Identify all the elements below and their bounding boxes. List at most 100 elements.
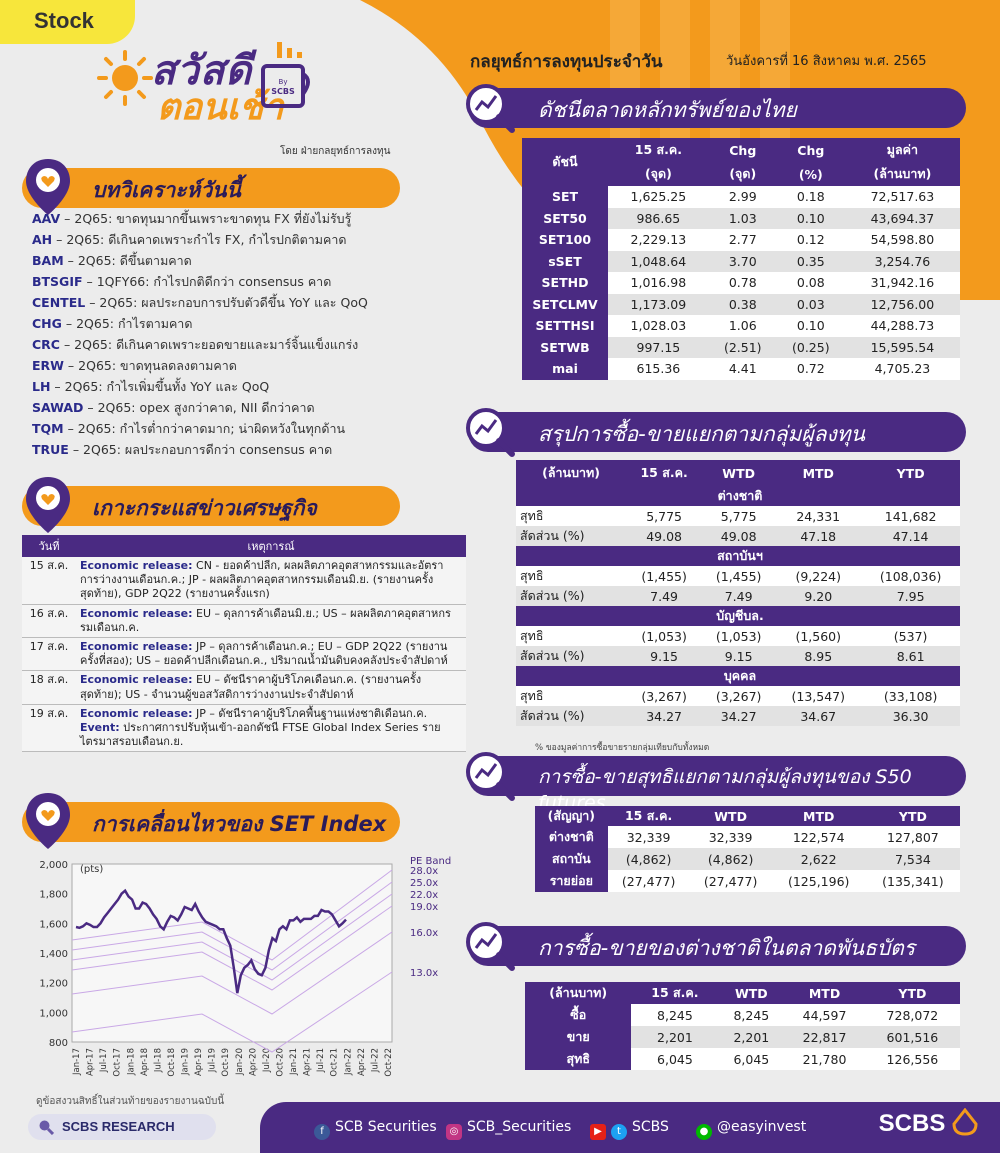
investor-row: สุทธิ (1,053) (1,053) (1,560) (537) bbox=[516, 626, 960, 646]
bond-row: ซื้อ 8,245 8,245 44,597 728,072 bbox=[525, 1004, 960, 1026]
research-badge[interactable]: SCBS RESEARCH bbox=[28, 1114, 216, 1140]
index-cell: 1,625.25 bbox=[608, 186, 709, 208]
analysis-ticker[interactable]: AAV bbox=[32, 211, 61, 226]
bond-header: YTD bbox=[864, 982, 960, 1004]
investor-cell: (1,053) bbox=[626, 626, 703, 646]
analysis-desc: – 2Q65: ผลประกอบการปรับตัวดีขึ้น YoY และ… bbox=[85, 295, 368, 310]
x-tick-label: Jan-19 bbox=[181, 1048, 191, 1076]
investor-cell: 7.95 bbox=[861, 586, 960, 606]
fut-header: YTD bbox=[865, 806, 960, 826]
search-icon bbox=[38, 1119, 55, 1138]
facebook-label: SCB Securities bbox=[335, 1119, 437, 1135]
idx-header-name: ดัชนี bbox=[522, 138, 608, 186]
analysis-item: TRUE – 2Q65: ผลประกอบการดีกว่า consensus… bbox=[32, 439, 452, 460]
news-date: 16 ส.ค. bbox=[22, 604, 76, 639]
investor-cell: 9.15 bbox=[626, 646, 703, 666]
section-investor: สรุปการซื้อ-ขายแยกตามกลุ่มผู้ลงทุน bbox=[466, 408, 966, 457]
bond-cell: 2,201 bbox=[631, 1026, 719, 1048]
x-tick-label: Jul-22 bbox=[370, 1048, 380, 1073]
y-tick-label: 1,600 bbox=[39, 919, 68, 930]
index-cell: 0.12 bbox=[776, 229, 845, 251]
futures-row-label: ต่างชาติ bbox=[535, 826, 608, 848]
investor-cell: (1,455) bbox=[702, 566, 776, 586]
line-link[interactable]: ● @easyinvest bbox=[696, 1119, 806, 1140]
index-name: SET50 bbox=[522, 207, 608, 229]
sun-icon bbox=[97, 50, 153, 106]
analysis-item: CENTEL – 2Q65: ผลประกอบการปรับตัวดีขึ้น … bbox=[32, 292, 452, 313]
pe-band-line bbox=[71, 893, 393, 981]
magnifier-chart-icon bbox=[466, 752, 515, 801]
index-cell: 986.65 bbox=[608, 207, 709, 229]
analysis-ticker[interactable]: TQM bbox=[32, 421, 64, 436]
scbs-logo: SCBS bbox=[879, 1107, 978, 1138]
analysis-item: SAWAD – 2Q65: opex สูงกว่าคาด, NII ดีกว่… bbox=[32, 397, 452, 418]
analysis-ticker[interactable]: LH bbox=[32, 379, 51, 394]
section-index: ดัชนีตลาดหลักทรัพย์ของไทย bbox=[466, 84, 966, 133]
investor-group: บุคคล bbox=[516, 666, 960, 686]
analysis-desc: – 2Q65: ผลประกอบการดีกว่า consensus คาด bbox=[68, 442, 333, 457]
investor-cell: 24,331 bbox=[775, 506, 862, 526]
research-label: SCBS RESEARCH bbox=[62, 1119, 175, 1134]
analysis-item: CHG – 2Q65: กำไรตามคาด bbox=[32, 313, 452, 334]
instagram-link[interactable]: ◎ SCB_Securities bbox=[446, 1119, 571, 1140]
analysis-desc: – 2Q65: ดีเกินคาดเพราะยอดขายและมาร์จิ้นแ… bbox=[59, 337, 359, 352]
investor-group-name: ต่างชาติ bbox=[516, 486, 960, 506]
investor-row-label: สัดส่วน (%) bbox=[516, 586, 627, 606]
disclaimer: ดูข้อสงวนสิทธิ์ในส่วนท้ายของรายงานฉบับนี… bbox=[36, 1096, 225, 1107]
futures-cell: 32,339 bbox=[607, 826, 690, 848]
index-cell: 1,173.09 bbox=[608, 293, 709, 315]
index-name: SETTHSI bbox=[522, 315, 608, 337]
analysis-ticker[interactable]: AH bbox=[32, 232, 53, 247]
bond-cell: 728,072 bbox=[864, 1004, 960, 1026]
analysis-desc: – 2Q65: กำไรเพิ่มขึ้นทั้ง YoY และ QoQ bbox=[50, 379, 270, 394]
youtube-twitter-link[interactable]: ▶ t SCBS bbox=[590, 1119, 669, 1140]
analysis-desc: – 2Q65: opex สูงกว่าคาด, NII ดีกว่าคาด bbox=[83, 400, 315, 415]
investor-cell: 36.30 bbox=[861, 706, 960, 726]
index-cell: 31,942.16 bbox=[844, 272, 960, 294]
analysis-ticker[interactable]: CHG bbox=[32, 316, 62, 331]
section-futures: การซื้อ-ขายสุทธิแยกตามกลุ่มผู้ลงทุนของ S… bbox=[466, 752, 966, 814]
index-cell: 1,016.98 bbox=[608, 272, 709, 294]
idx-unit: (จุด) bbox=[608, 162, 709, 186]
analysis-ticker[interactable]: CRC bbox=[32, 337, 60, 352]
x-tick-label: Oct-17 bbox=[113, 1048, 123, 1077]
investor-cell: 47.14 bbox=[861, 526, 960, 546]
news-text: JP – ดุลการค้าเดือนก.ค.; EU – GDP 2Q22 (… bbox=[80, 640, 448, 668]
y-tick-label: 2,000 bbox=[39, 860, 68, 871]
y-tick-label: 800 bbox=[49, 1038, 68, 1049]
analysis-item: AAV – 2Q65: ขาดทุนมากขึ้นเพราะขาดทุน FX … bbox=[32, 208, 452, 229]
news-text2: ประกาศการปรับหุ้นเข้า-ออกดัชนี FTSE Glob… bbox=[80, 721, 441, 749]
bond-row-label: ขาย bbox=[525, 1026, 632, 1048]
news-header-event: เหตุการณ์ bbox=[76, 535, 466, 557]
x-tick-label: Jul-18 bbox=[153, 1048, 163, 1073]
x-tick-label: Apr-18 bbox=[140, 1048, 150, 1076]
index-cell: 615.36 bbox=[608, 358, 709, 380]
investor-row: สุทธิ (1,455) (1,455) (9,224) (108,036) bbox=[516, 566, 960, 586]
section-news-title: เกาะกระแสข่าวเศรษฐกิจ bbox=[92, 496, 317, 520]
idx-unit: (%) bbox=[776, 162, 845, 186]
analysis-ticker[interactable]: BAM bbox=[32, 253, 64, 268]
index-cell: 4,705.23 bbox=[844, 358, 960, 380]
analysis-ticker[interactable]: BTSGIF bbox=[32, 274, 83, 289]
section-chart: การเคลื่อนไหวของ SET Index bbox=[22, 793, 400, 849]
analysis-ticker[interactable]: CENTEL bbox=[32, 295, 86, 310]
facebook-link[interactable]: f SCB Securities bbox=[314, 1119, 437, 1140]
index-name: SETHD bbox=[522, 272, 608, 294]
idx-header-chg: Chg bbox=[708, 138, 777, 162]
bond-cell: 22,817 bbox=[784, 1026, 865, 1048]
y-tick-label: 1,200 bbox=[39, 979, 68, 990]
investor-row: สัดส่วน (%) 34.27 34.27 34.67 36.30 bbox=[516, 706, 960, 726]
analysis-desc: – 2Q65: ดีเกินคาดเพราะกำไร FX, กำไรปกติต… bbox=[52, 232, 347, 247]
analysis-ticker[interactable]: SAWAD bbox=[32, 400, 84, 415]
bond-header: WTD bbox=[718, 982, 785, 1004]
news-label: Economic release: bbox=[80, 706, 193, 720]
analysis-ticker[interactable]: ERW bbox=[32, 358, 64, 373]
analysis-list: AAV – 2Q65: ขาดทุนมากขึ้นเพราะขาดทุน FX … bbox=[32, 208, 452, 460]
investor-cell: 141,682 bbox=[861, 506, 960, 526]
investor-row-label: สุทธิ bbox=[516, 506, 627, 526]
index-cell: 0.08 bbox=[776, 272, 845, 294]
analysis-ticker[interactable]: TRUE bbox=[32, 442, 69, 457]
analysis-desc: – 2Q65: ขาดทุนลดลงตามคาด bbox=[63, 358, 237, 373]
investor-cell: 8.95 bbox=[775, 646, 862, 666]
bond-header: (ล้านบาท) bbox=[525, 982, 632, 1004]
